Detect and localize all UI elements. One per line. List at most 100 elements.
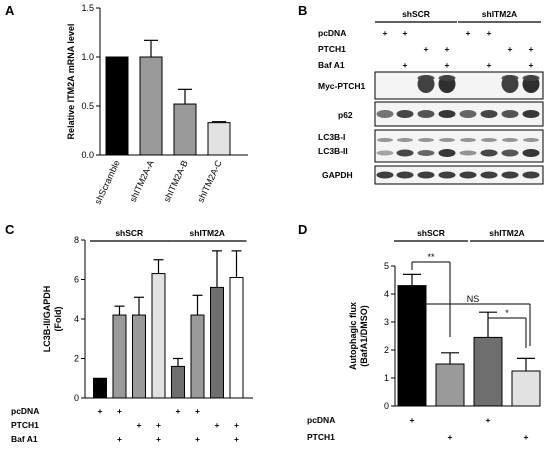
b-blot-panel bbox=[374, 129, 544, 163]
b-band-gapdh bbox=[438, 171, 456, 179]
a-category-label: shITM2A-B bbox=[162, 159, 190, 204]
b-condition-mark: + bbox=[466, 28, 471, 38]
c-condition-label: Baf A1 bbox=[11, 434, 38, 444]
b-row-label: LC3B-I bbox=[318, 132, 345, 142]
b-condition-mark: + bbox=[529, 60, 534, 70]
b-condition-mark: + bbox=[445, 60, 450, 70]
b-band-lc3b-ii bbox=[417, 150, 435, 156]
b-band-lc3b-i bbox=[523, 138, 539, 142]
panel-label-a: A bbox=[5, 3, 15, 18]
d-bar bbox=[435, 363, 465, 407]
a-y-tick-label: 0.0 bbox=[81, 150, 94, 160]
b-band-p62 bbox=[396, 110, 414, 118]
b-band-lc3b-ii bbox=[396, 149, 414, 157]
d-condition-mark: + bbox=[486, 415, 491, 425]
c-condition-mark: + bbox=[215, 420, 220, 430]
c-condition-mark: + bbox=[137, 420, 142, 430]
b-band-lc3b-ii bbox=[376, 150, 394, 156]
b-condition-mark: + bbox=[529, 44, 534, 54]
d-bar bbox=[511, 370, 541, 407]
c-y-axis-label: (Fold) bbox=[53, 307, 63, 332]
d-y-tick-label: 5 bbox=[384, 261, 389, 271]
b-band-lc3b-i bbox=[418, 138, 434, 142]
b-band-gapdh bbox=[501, 171, 519, 179]
b-band-gapdh bbox=[396, 171, 414, 179]
a-category-label: shScramble bbox=[93, 159, 122, 206]
b-condition-mark: + bbox=[508, 44, 513, 54]
a-category-label: shITM2A-A bbox=[128, 159, 156, 204]
b-band-myc-ptch1-upper bbox=[417, 75, 435, 81]
d-y-axis-label: Autophagic flux bbox=[348, 302, 358, 370]
a-category-label: shITM2A-C bbox=[196, 158, 225, 204]
d-y-tick-label: 2 bbox=[384, 345, 389, 355]
b-row-label: GAPDH bbox=[322, 170, 353, 180]
d-significance-3-label: * bbox=[505, 308, 509, 318]
c-bar bbox=[93, 377, 107, 399]
c-condition-label: pcDNA bbox=[11, 406, 39, 416]
b-band-lc3b-i bbox=[397, 138, 413, 142]
d-y-tick-label: 3 bbox=[384, 317, 389, 327]
d-y-tick-label: 4 bbox=[384, 289, 389, 299]
d-significance-1-label: ** bbox=[427, 252, 435, 262]
b-condition-mark: + bbox=[383, 28, 388, 38]
c-group-label: shITM2A bbox=[190, 228, 225, 238]
b-band-lc3b-i bbox=[460, 138, 476, 142]
c-y-tick-label: 2 bbox=[74, 354, 79, 364]
c-condition-mark: + bbox=[117, 434, 122, 444]
c-condition-mark: + bbox=[234, 434, 239, 444]
a-bar bbox=[173, 103, 197, 156]
b-band-gapdh bbox=[480, 171, 498, 179]
d-condition-mark: + bbox=[524, 432, 529, 442]
b-band-p62 bbox=[522, 110, 540, 118]
d-y-tick-label: 1 bbox=[384, 373, 389, 383]
a-bar bbox=[105, 56, 129, 156]
b-band-p62 bbox=[480, 110, 498, 118]
b-band-myc-ptch1-upper bbox=[522, 75, 540, 81]
b-band-lc3b-ii bbox=[522, 149, 540, 157]
b-band-lc3b-ii bbox=[501, 149, 519, 157]
c-condition-label: PTCH1 bbox=[11, 420, 39, 430]
b-condition-label: Baf A1 bbox=[318, 60, 345, 70]
b-band-gapdh bbox=[522, 171, 540, 179]
c-bar bbox=[171, 365, 185, 399]
b-band-lc3b-i bbox=[502, 138, 518, 142]
b-condition-mark: + bbox=[424, 44, 429, 54]
b-band-lc3b-ii bbox=[438, 149, 456, 157]
b-row-label: LC3B-II bbox=[318, 146, 348, 156]
b-condition-mark: + bbox=[445, 44, 450, 54]
b-condition-label: pcDNA bbox=[318, 28, 346, 38]
c-bar bbox=[132, 314, 146, 399]
b-band-lc3b-ii bbox=[480, 149, 498, 157]
b-band-lc3b-ii bbox=[459, 150, 477, 156]
b-condition-mark: + bbox=[487, 28, 492, 38]
b-condition-label: PTCH1 bbox=[318, 44, 346, 54]
c-condition-mark: + bbox=[176, 406, 181, 416]
d-condition-label: pcDNA bbox=[307, 415, 335, 425]
a-y-tick-label: 1.5 bbox=[81, 3, 94, 13]
b-condition-mark: + bbox=[403, 60, 408, 70]
b-condition-mark: + bbox=[403, 28, 408, 38]
b-band-lc3b-i bbox=[439, 138, 455, 142]
b-band-myc-ptch1-upper bbox=[501, 75, 519, 81]
d-y-axis-label: (BafA1/DMSO) bbox=[359, 305, 369, 367]
c-condition-mark: + bbox=[195, 406, 200, 416]
d-group-label: shITM2A bbox=[489, 228, 524, 238]
c-bar bbox=[151, 273, 166, 399]
c-bar bbox=[112, 314, 127, 399]
c-group-label: shSCR bbox=[115, 228, 143, 238]
b-band-p62 bbox=[417, 110, 435, 118]
b-band-p62 bbox=[501, 110, 519, 118]
c-condition-mark: + bbox=[98, 406, 103, 416]
a-bar bbox=[139, 56, 163, 156]
a-y-tick-label: 0.5 bbox=[81, 101, 94, 111]
b-band-gapdh bbox=[376, 171, 394, 179]
d-condition-mark: + bbox=[448, 432, 453, 442]
d-group-label: shSCR bbox=[417, 228, 445, 238]
panel-label-c: C bbox=[5, 222, 15, 237]
b-band-p62 bbox=[459, 110, 477, 118]
c-y-tick-label: 6 bbox=[74, 275, 79, 285]
d-bar bbox=[473, 336, 503, 407]
b-blot-panel bbox=[374, 165, 544, 185]
d-significance-2-label: NS bbox=[467, 294, 480, 304]
